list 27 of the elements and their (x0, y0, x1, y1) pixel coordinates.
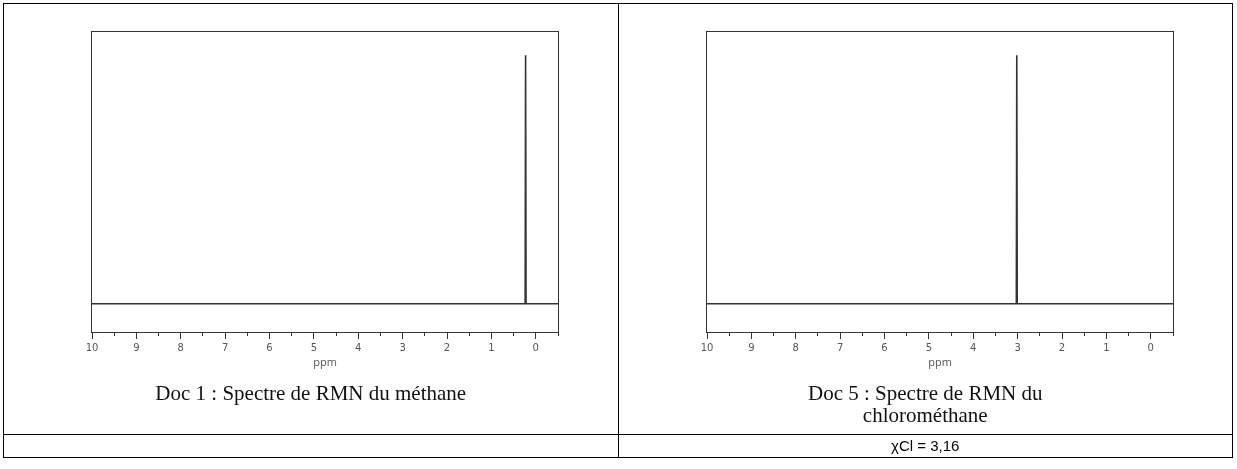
x-tick-label: 2 (443, 342, 451, 354)
text: χCl = 3,16 (618, 435, 1232, 457)
x-tick-label: 1 (1102, 342, 1110, 354)
x-tick-label: 6 (266, 342, 273, 354)
x-axis-title: ppm (927, 354, 952, 370)
x-tick-label: 10 (700, 342, 713, 354)
x-tick-label: 8 (177, 342, 184, 354)
x-tick-label: 8 (792, 342, 799, 354)
x-tick-label: 4 (355, 342, 362, 354)
x-tick-label: 9 (747, 342, 755, 354)
x-tick-label: 4 (969, 342, 976, 354)
x-tick-label: 3 (399, 342, 406, 354)
x-tick-label: 9 (133, 342, 140, 354)
x-tick-label: 0 (532, 342, 539, 354)
x-tick-label: 2 (1058, 342, 1065, 354)
text: Doc 5 : Spectre de RMN du chlorométhane (807, 381, 1044, 429)
x-tick-label: 10 (85, 342, 99, 354)
text: Doc 1 : Spectre de RMN du méthane (154, 381, 468, 407)
x-tick-label: 1 (488, 342, 495, 354)
x-tick-label: 5 (925, 342, 932, 354)
x-tick-label: 3 (1013, 342, 1021, 354)
x-tick-label: 7 (836, 342, 843, 354)
x-tick-label: 5 (310, 342, 318, 354)
x-axis-title: ppm (313, 354, 337, 370)
x-tick-label: 7 (221, 342, 229, 354)
x-tick-label: 0 (1147, 342, 1154, 354)
x-tick-label: 6 (880, 342, 888, 354)
